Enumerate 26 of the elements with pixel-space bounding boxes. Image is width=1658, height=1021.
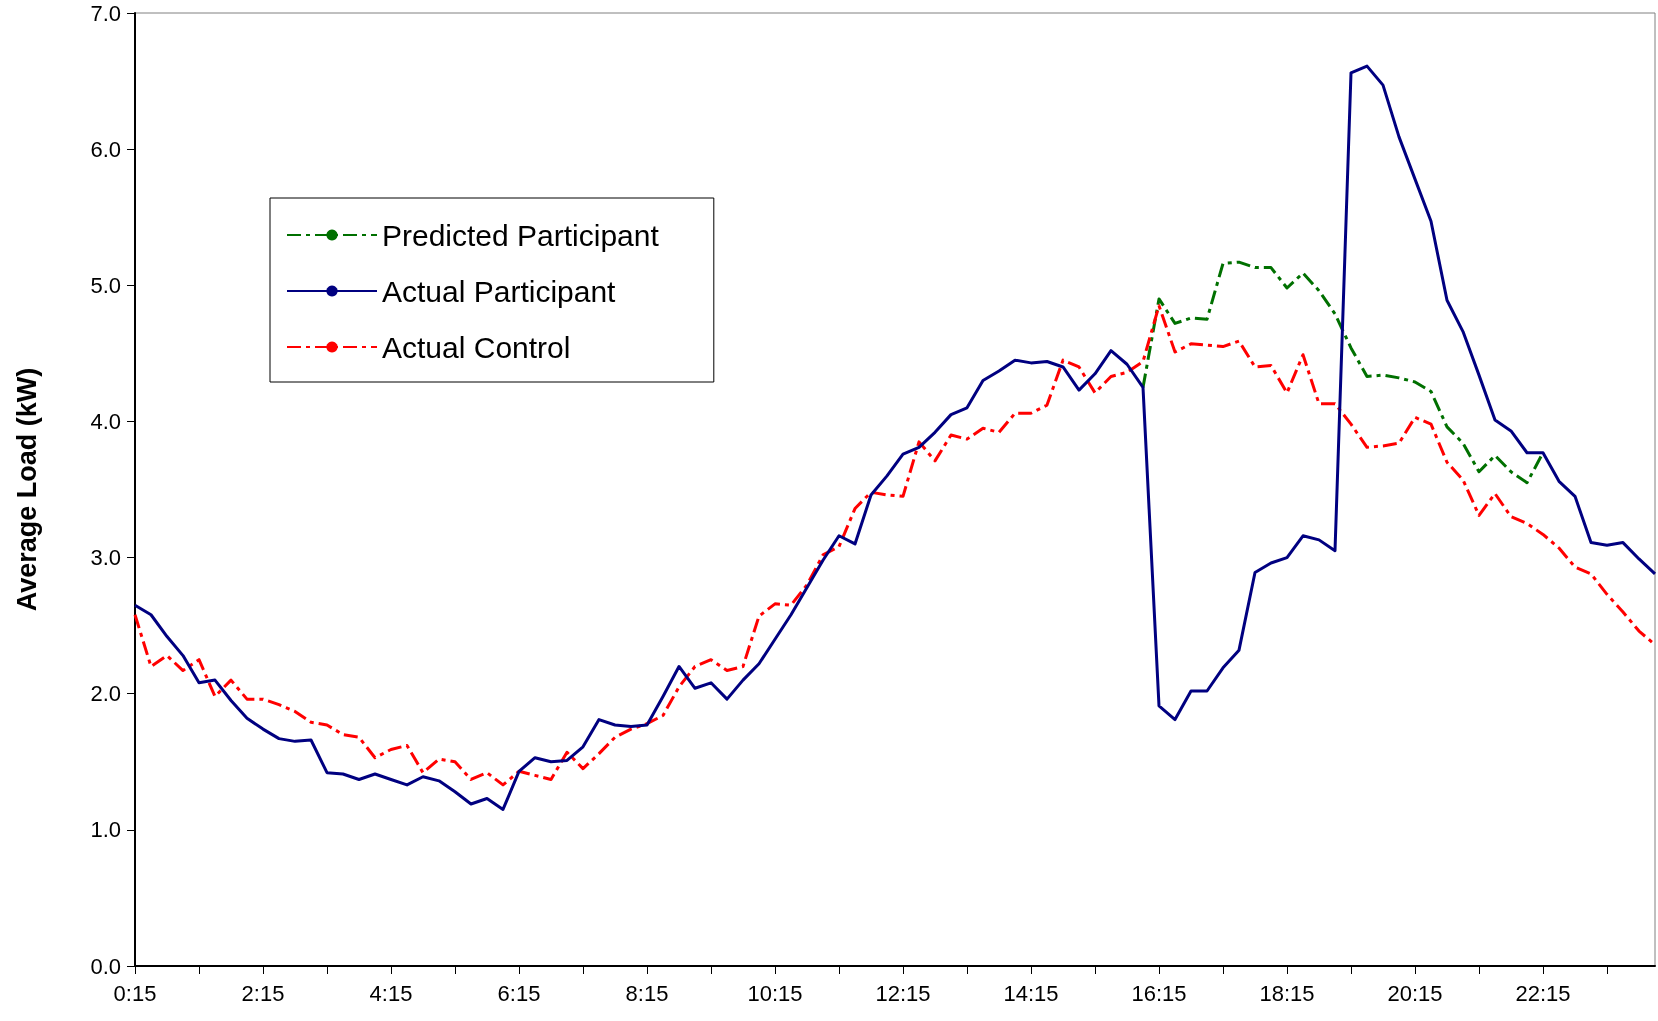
x-tick-label: 14:15 (1003, 980, 1059, 1006)
y-tick-label: 7.0 (90, 0, 121, 26)
y-tick-label: 3.0 (90, 545, 121, 571)
x-tick-label: 10:15 (747, 980, 803, 1006)
y-tick-label: 5.0 (90, 272, 121, 298)
x-tick-label: 22:15 (1515, 980, 1571, 1006)
y-tick-label: 0.0 (90, 953, 121, 979)
x-tick-label: 8:15 (625, 980, 669, 1006)
y-tick-label: 1.0 (90, 817, 121, 843)
y-tick-label: 2.0 (90, 681, 121, 707)
x-tick-label: 18:15 (1259, 980, 1315, 1006)
x-tick-label: 2:15 (241, 980, 285, 1006)
x-tick-label: 16:15 (1131, 980, 1187, 1006)
x-tick-label: 6:15 (497, 980, 541, 1006)
legend-label: Actual Control (382, 330, 571, 364)
x-tick-label: 4:15 (369, 980, 413, 1006)
line-series (1141, 260, 1545, 485)
y-axis-title: Average Load (kW) (11, 367, 42, 612)
x-tick-label: 0:15 (113, 980, 157, 1006)
legend-label: Predicted Participant (382, 218, 660, 252)
y-tick-label: 6.0 (90, 136, 121, 162)
x-tick-label: 12:15 (875, 980, 931, 1006)
line-series (133, 64, 1657, 811)
x-tick-label: 20:15 (1387, 980, 1443, 1006)
y-tick-label: 4.0 (90, 408, 121, 434)
legend-label: Actual Participant (382, 274, 617, 308)
